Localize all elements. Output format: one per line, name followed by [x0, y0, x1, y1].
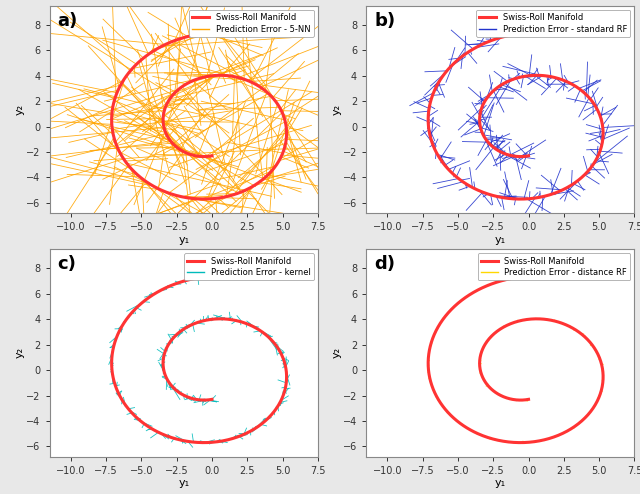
Text: d): d)	[374, 255, 395, 273]
Legend: Swiss-Roll Manifold, Prediction Error - kernel: Swiss-Roll Manifold, Prediction Error - …	[184, 253, 314, 281]
X-axis label: y₁: y₁	[495, 235, 506, 245]
Legend: Swiss-Roll Manifold, Prediction Error - standard RF: Swiss-Roll Manifold, Prediction Error - …	[476, 10, 630, 37]
Y-axis label: y₂: y₂	[332, 104, 341, 115]
Text: c): c)	[58, 255, 77, 273]
X-axis label: y₁: y₁	[178, 479, 189, 489]
Legend: Swiss-Roll Manifold, Prediction Error - 5-NN: Swiss-Roll Manifold, Prediction Error - …	[189, 10, 314, 37]
Text: a): a)	[58, 12, 78, 30]
Legend: Swiss-Roll Manifold, Prediction Error - distance RF: Swiss-Roll Manifold, Prediction Error - …	[477, 253, 630, 281]
X-axis label: y₁: y₁	[495, 479, 506, 489]
Y-axis label: y₂: y₂	[15, 347, 25, 359]
Y-axis label: y₂: y₂	[15, 104, 25, 115]
Text: b): b)	[374, 12, 396, 30]
X-axis label: y₁: y₁	[178, 235, 189, 245]
Y-axis label: y₂: y₂	[332, 347, 341, 359]
